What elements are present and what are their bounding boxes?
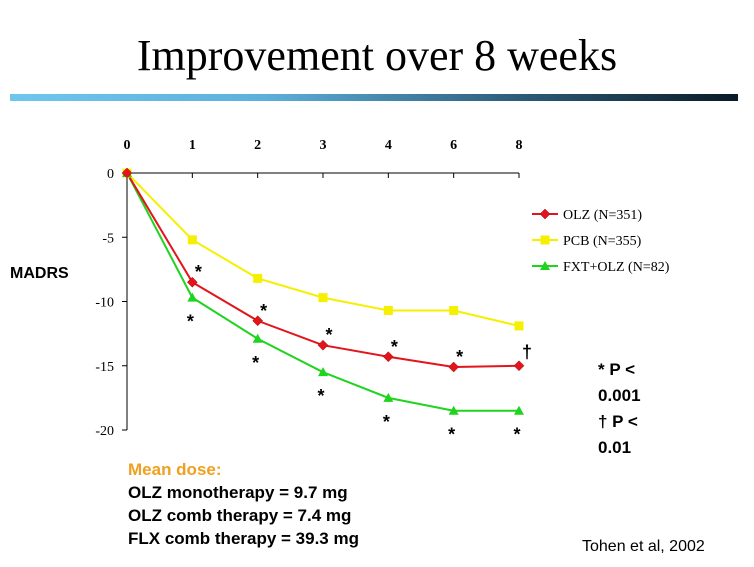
legend-marker-diamond: [539, 208, 551, 220]
x-tick-label: 4: [385, 138, 392, 153]
legend-marker-triangle: [540, 261, 550, 270]
x-tick-label: 6: [450, 138, 457, 153]
data-point-diamond: [382, 351, 394, 363]
note-p-star-value: 0.001: [598, 386, 641, 405]
legend-marker-square: [540, 235, 550, 245]
note-p-dagger: † P <: [598, 412, 638, 431]
significance-marker: *: [317, 386, 324, 406]
x-tick-label: 3: [320, 138, 327, 153]
y-tick-label: -15: [95, 360, 114, 375]
data-point-diamond: [317, 339, 329, 351]
data-point-diamond: [513, 360, 525, 372]
data-point-diamond: [186, 276, 198, 288]
mean-dose-block: Mean dose: OLZ monotherapy = 9.7 mg OLZ …: [128, 458, 359, 550]
significance-marker: †: [522, 342, 532, 362]
significance-marker: *: [325, 325, 332, 345]
data-point-triangle: [252, 333, 263, 343]
data-point-square: [449, 305, 459, 315]
data-point-square: [253, 273, 263, 283]
data-point-square: [514, 321, 524, 331]
significance-marker: *: [391, 337, 398, 357]
y-tick-label: -20: [95, 424, 114, 439]
data-point-square: [383, 305, 393, 315]
significance-marker: *: [252, 353, 259, 373]
x-tick-label: 2: [254, 138, 261, 153]
significance-marker: *: [187, 312, 194, 332]
legend-label: PCB (N=355): [563, 234, 642, 249]
data-point-diamond: [121, 167, 133, 179]
significance-notes: * P < 0.001 † P < 0.01: [598, 357, 641, 461]
x-tick-label: 8: [516, 138, 523, 153]
data-point-diamond: [448, 361, 460, 373]
y-axis-label: MADRS: [10, 265, 69, 282]
legend-label: OLZ (N=351): [563, 208, 642, 223]
slide-title: Improvement over 8 weeks: [136, 31, 618, 80]
significance-marker: *: [448, 425, 455, 445]
data-point-square: [187, 235, 197, 245]
y-tick-label: -5: [102, 231, 114, 246]
mean-dose-flx-comb: FLX comb therapy = 39.3 mg: [128, 529, 359, 548]
data-point-square: [318, 293, 328, 303]
significance-marker: *: [260, 301, 267, 321]
significance-marker: *: [195, 262, 202, 282]
mean-dose-title: Mean dose:: [128, 460, 222, 479]
x-tick-label: 0: [124, 138, 131, 153]
significance-marker: *: [456, 347, 463, 367]
significance-marker: *: [383, 412, 390, 432]
data-point-triangle: [383, 392, 394, 402]
mean-dose-olz-comb: OLZ comb therapy = 7.4 mg: [128, 506, 352, 525]
title-divider: [10, 94, 738, 101]
mean-dose-olz-mono: OLZ monotherapy = 9.7 mg: [128, 483, 348, 502]
citation: Tohen et al, 2002: [582, 538, 705, 555]
significance-marker: *: [513, 425, 520, 445]
note-p-dagger-value: 0.01: [598, 438, 632, 457]
y-tick-label: 0: [107, 167, 114, 182]
data-point-triangle: [187, 292, 198, 302]
data-point-triangle: [448, 405, 459, 415]
data-point-triangle: [514, 405, 524, 415]
series-line-0: [126, 172, 520, 369]
legend-label: FXT+OLZ (N=82): [563, 260, 670, 275]
note-p-star: * P <: [598, 360, 636, 379]
data-point-diamond: [252, 315, 264, 327]
series-line-1: [126, 172, 520, 327]
data-point-triangle: [318, 367, 328, 377]
x-tick-label: 1: [189, 138, 196, 153]
y-tick-label: -10: [95, 296, 114, 311]
